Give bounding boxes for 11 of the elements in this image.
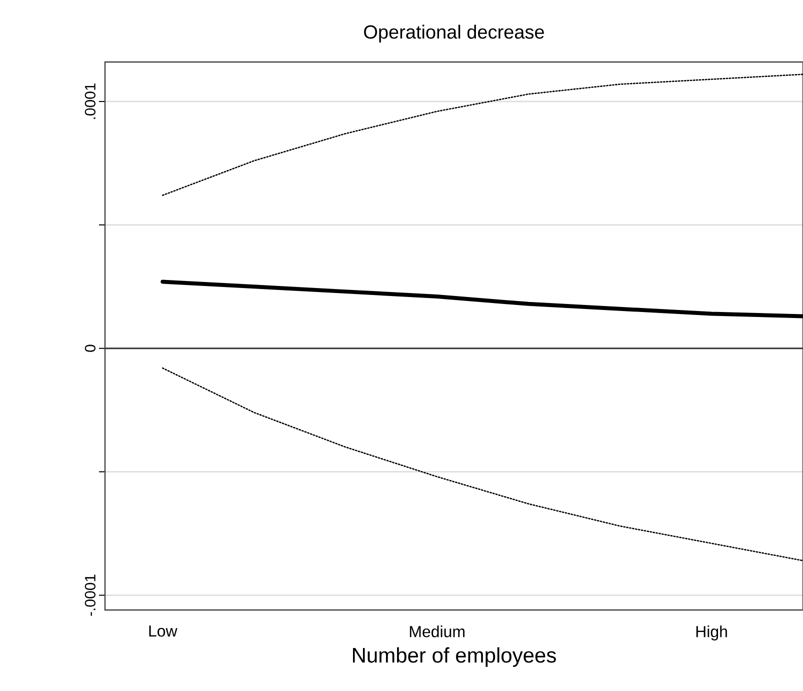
line-series xyxy=(160,280,803,318)
y-tick-label: 0 xyxy=(84,344,96,352)
line-series xyxy=(162,367,803,562)
x-tick-label: Low xyxy=(149,626,178,637)
x-axis-title: Number of employees xyxy=(353,647,556,667)
line-series xyxy=(162,74,803,196)
chart-title: Operational decrease xyxy=(364,24,544,42)
x-tick-label: High xyxy=(696,626,727,640)
y-tick-label: .0001 xyxy=(84,83,96,119)
y-tick-label: -.0001 xyxy=(84,574,96,616)
x-tick-label: Medium xyxy=(410,626,464,638)
